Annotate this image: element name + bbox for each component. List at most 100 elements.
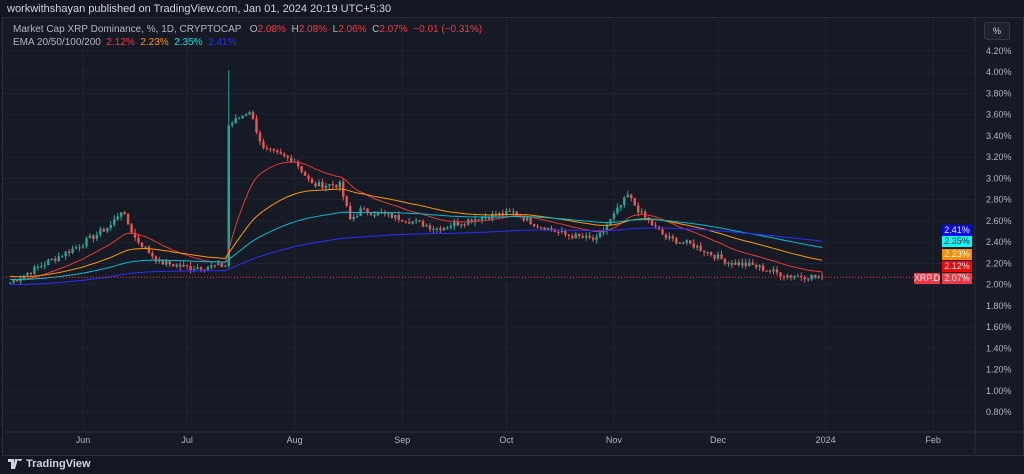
x-tick-label: Aug [287,435,303,445]
x-tick-label: Jul [181,435,193,445]
candle-body [373,215,376,217]
candle-body [241,115,244,119]
y-tick-label: 1.60% [986,322,1012,332]
y-tick-label: 2.40% [986,237,1012,247]
symbol-tag-text: XRP.D [914,273,941,283]
candle-body [8,282,12,284]
candle-body [314,183,317,187]
candle-body [668,236,671,239]
candle-body [217,263,220,266]
candle-body [807,279,810,281]
candle-body [147,246,151,253]
candle-body [689,240,692,244]
candle-body [498,213,501,216]
x-tick-label: Dec [710,435,727,445]
last-price-tag-text: 2.07% [944,273,970,283]
candle-body [67,251,71,254]
candle-body [751,262,754,265]
candle-body [43,265,47,267]
candle-body [324,185,328,188]
candle-body [709,251,713,256]
candle-body [626,194,629,198]
candle-body [78,247,81,249]
candle-body [508,210,512,212]
candle-body [175,264,178,267]
candle-body [439,228,442,231]
candle-body [203,269,206,271]
candle-body [362,208,366,210]
candle-body [473,219,477,223]
candle-body [661,229,664,235]
candle-body [588,235,591,238]
candle-body [702,250,706,253]
candle-body [64,251,67,257]
candle-body [456,222,459,226]
ema20-value: 2.12% [106,37,135,48]
candle-body [671,236,675,239]
candle-body [140,242,144,248]
candle-body [539,227,543,229]
y-tick-label: 3.00% [986,173,1012,183]
candle-body [550,228,553,231]
candle-body [716,254,720,259]
candle-body [154,256,158,262]
y-tick-label: 3.40% [986,131,1012,141]
candle-body [279,152,282,155]
symbol-tag [914,273,940,284]
scale-mode-button[interactable]: % [984,22,1010,40]
candle-body [758,265,761,268]
candle-body [432,228,435,230]
candle-body [640,211,643,213]
candle-body [695,245,699,248]
candle-body [95,234,99,239]
candle-body [470,219,473,223]
candle-body [272,149,276,151]
y-tick-label: 2.60% [986,216,1012,226]
candle-body [754,264,758,268]
candle-body [310,178,314,184]
candle-body [269,148,272,150]
candle-body [258,132,262,142]
candle-body [338,181,341,188]
y-tick-label: 2.20% [986,258,1012,268]
candle-body [512,211,515,213]
candle-body [54,259,57,261]
candle-body [505,210,508,216]
tradingview-logo-icon [8,459,22,469]
candle-body [453,222,456,227]
candle-body [442,227,446,231]
candle-body [786,275,789,278]
candle-body [262,141,265,149]
candle-body [685,240,688,243]
candle-body [286,155,289,158]
candle-body [578,233,581,237]
last-price-tag [942,273,972,284]
candle-body [248,112,251,115]
candle-body [411,221,414,224]
brand-name[interactable]: TradingView [26,458,91,470]
candle-body [654,225,657,227]
ema50-tag-text: 2.23% [944,249,970,259]
candle-body [102,228,106,232]
candle-body [664,234,668,239]
ema-title[interactable]: EMA 20/50/100/200 [13,37,101,48]
candle-body [734,262,737,265]
candle-body [276,150,279,153]
candle-body [290,157,293,163]
candle-body [796,275,800,277]
y-tick-label: 3.80% [986,88,1012,98]
candle-body [296,161,300,167]
y-tick-label: 1.40% [986,343,1012,353]
candle-body [300,166,303,172]
candle-body [800,275,803,278]
ema20-tag-text: 2.12% [944,261,970,271]
symbol-title[interactable]: Market Cap XRP Dominance, %, 1D, CRYPTOC… [13,24,242,35]
ema100-line [10,211,823,280]
candle-body [265,148,269,150]
candle-body [581,236,584,238]
candle-body [633,198,636,206]
candle-body [682,242,685,244]
candle-body [532,224,536,227]
ema200-value: 2.41% [208,37,237,48]
